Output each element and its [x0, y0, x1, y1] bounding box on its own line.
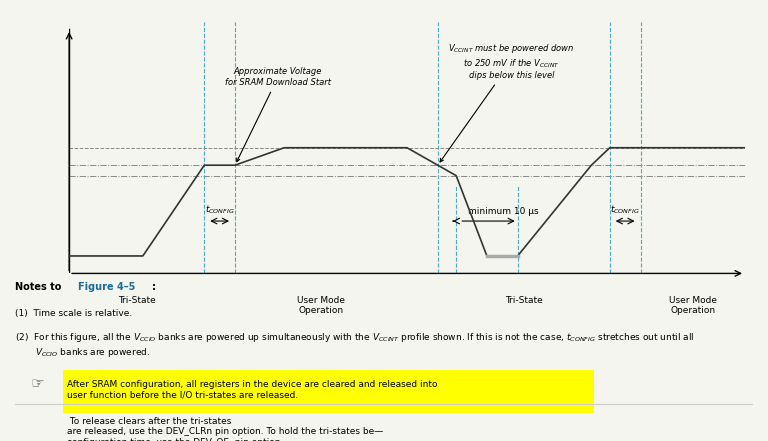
Text: minimum 10 μs: minimum 10 μs [468, 207, 539, 216]
Text: Notes to: Notes to [15, 282, 65, 292]
Text: $t_{CONFIG}$: $t_{CONFIG}$ [205, 204, 234, 216]
Text: ☞: ☞ [31, 376, 45, 391]
Text: User Mode
Operation: User Mode Operation [297, 296, 345, 315]
Text: $V_{CCINT}$ must be powered down
to 250 mV if the $V_{CCINT}$
dips below this le: $V_{CCINT}$ must be powered down to 250 … [440, 42, 574, 162]
Text: After SRAM configuration, all registers in the device are cleared and released i: After SRAM configuration, all registers … [67, 380, 438, 400]
Text: (1)  Time scale is relative.: (1) Time scale is relative. [15, 309, 133, 318]
Text: Tri-State: Tri-State [505, 296, 543, 305]
Text: Approximate Voltage
for SRAM Download Start: Approximate Voltage for SRAM Download St… [225, 67, 331, 161]
Text: $t_{CONFIG}$: $t_{CONFIG}$ [611, 204, 640, 216]
Text: To release clears after the tri-states
are released, use the DEV_CLRn pin option: To release clears after the tri-states a… [67, 417, 383, 441]
Text: Tri-State: Tri-State [118, 296, 156, 305]
Text: User Mode
Operation: User Mode Operation [669, 296, 717, 315]
Text: (2)  For this figure, all the $V_{CCIO}$ banks are powered up simultaneously wit: (2) For this figure, all the $V_{CCIO}$ … [15, 331, 695, 359]
Text: Figure 4–5: Figure 4–5 [78, 282, 135, 292]
Text: :: : [152, 282, 156, 292]
FancyBboxPatch shape [63, 370, 594, 414]
